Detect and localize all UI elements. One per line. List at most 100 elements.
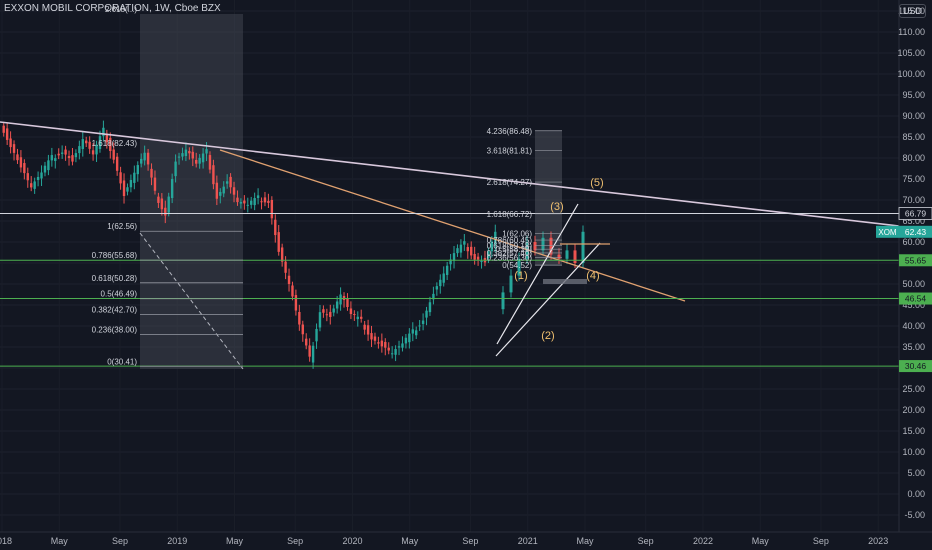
x-tick-label: Sep (813, 536, 829, 546)
fib-diagonal (139, 232, 244, 370)
candle-body (439, 279, 442, 287)
candle-body (43, 165, 47, 173)
candle-body (60, 152, 64, 154)
fib-right-label: 0(54.52) (502, 261, 532, 270)
candle-body (88, 141, 91, 149)
candle-body (50, 155, 54, 161)
candle-body (277, 232, 280, 252)
price-label-bg (899, 292, 932, 305)
candle-body (174, 161, 177, 177)
candle-body (363, 324, 366, 330)
fib-right-label: 4.236(86.48) (487, 127, 533, 136)
fib-top-label: 2.618(...) (105, 5, 137, 14)
x-tick-label: Sep (287, 536, 303, 546)
candle-body (356, 316, 359, 320)
candle-body (256, 195, 260, 199)
candle-body (98, 136, 102, 149)
x-tick-label: Sep (112, 536, 128, 546)
y-tick-label: 15.00 (902, 426, 925, 436)
wave-label: (5) (590, 177, 603, 189)
long-trendline (0, 121, 900, 227)
candle-body (64, 149, 67, 155)
candle-body (318, 312, 322, 328)
y-tick-label: 110.00 (898, 27, 925, 37)
candle-body (140, 158, 143, 164)
candle-body (54, 158, 57, 161)
candle-body (74, 153, 78, 158)
candle-body (239, 202, 243, 204)
candle-body (411, 329, 414, 334)
candle-body (501, 292, 505, 310)
candle-body (370, 333, 373, 340)
fib-left-label: 0.382(42.70) (92, 306, 138, 315)
y-tick-label: 40.00 (902, 321, 925, 331)
candle-body (581, 231, 585, 263)
symbol-tag-bg (876, 225, 899, 238)
candle-body (404, 337, 408, 344)
candle-body (102, 127, 105, 137)
candle-body (270, 200, 274, 219)
fib-ext-label: 1.618(82.43) (92, 139, 138, 148)
candle-body (380, 340, 384, 347)
price-label-bg (899, 254, 932, 267)
currency-button[interactable]: USD (898, 4, 926, 18)
candle-body (219, 191, 222, 196)
candle-body (205, 149, 208, 154)
candle-body (40, 172, 43, 179)
x-tick-label: 2020 (342, 536, 362, 546)
wave-box (543, 279, 587, 284)
candle-body (490, 241, 494, 252)
price-label: 62.43 (905, 227, 927, 237)
candle-body (78, 146, 81, 154)
candle-body (212, 165, 215, 185)
candle-body (397, 346, 401, 348)
candle-body (157, 196, 160, 203)
fib-right-label: 0.382(57.40) (487, 249, 533, 258)
candle-body (167, 196, 170, 213)
candle-body (394, 349, 397, 355)
candle-body (452, 253, 456, 261)
y-tick-label: 85.00 (902, 132, 925, 142)
candle-body (246, 204, 249, 206)
candle-body (373, 336, 377, 341)
candle-body (160, 198, 164, 210)
x-tick-label: Sep (638, 536, 654, 546)
candle-body (466, 247, 469, 252)
candle-body (445, 265, 449, 275)
candle-body (274, 219, 277, 236)
candle-body (308, 345, 311, 357)
candle-body (456, 248, 459, 254)
candle-body (549, 237, 553, 255)
candle-body (5, 128, 9, 140)
candle-body (533, 242, 537, 251)
candle-body (541, 237, 545, 251)
candle-body (470, 246, 473, 256)
candle-body (301, 324, 304, 335)
fib-left-label: 0.5(46.49) (101, 290, 138, 299)
candle-body (232, 187, 236, 195)
candle-body (225, 181, 229, 184)
price-labels: 66.79 XOM 62.43 55.65 46.54 30.46 (876, 207, 932, 373)
fib-zone-left (140, 14, 243, 369)
fib-left-label: 1(62.56) (107, 222, 137, 231)
candle-body (250, 200, 253, 205)
candle-body (115, 156, 119, 171)
x-tick-label: Sep (462, 536, 478, 546)
time-axis[interactable]: 2018 May Sep 2019 May Sep 2020 May Sep 2021 May Sep… (0, 536, 888, 546)
candle-body (23, 163, 26, 174)
candle-body (390, 353, 394, 355)
y-tick-label: 100.00 (897, 69, 925, 79)
candle-body (150, 168, 153, 178)
y-tick-label: 20.00 (902, 405, 925, 415)
descending-trendline (219, 149, 686, 302)
x-tick-label: May (752, 536, 770, 546)
candle-body (208, 155, 212, 170)
x-tick-label: 2021 (518, 536, 538, 546)
candle-body (122, 180, 126, 197)
price-label-bg (899, 360, 932, 373)
candle-body (287, 275, 291, 284)
fib-right-label: 0.786(60.45) (487, 236, 533, 245)
candle-body (19, 157, 23, 168)
